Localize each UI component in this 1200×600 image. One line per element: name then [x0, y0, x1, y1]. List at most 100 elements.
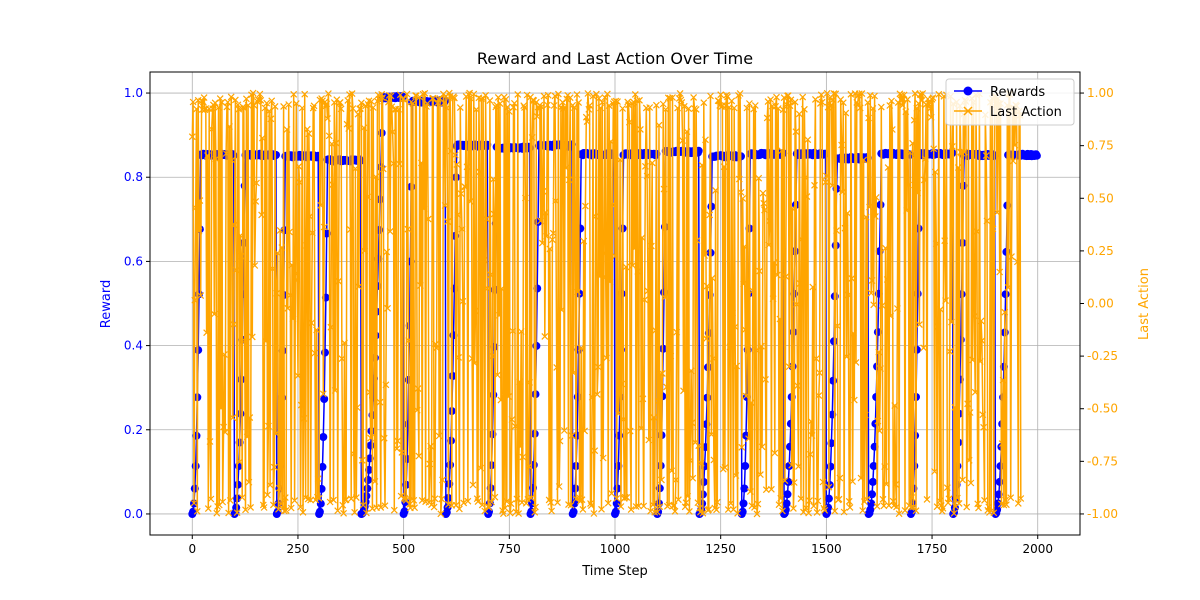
last-action-point — [301, 90, 309, 98]
last-action-point — [746, 488, 754, 496]
last-action-point — [942, 297, 950, 305]
last-action-point — [354, 110, 362, 118]
last-action-point — [241, 337, 249, 345]
last-action-point — [236, 458, 244, 466]
last-action-point — [362, 509, 370, 517]
legend-rewards-marker — [963, 86, 973, 96]
last-action-point — [329, 181, 337, 189]
last-action-point — [554, 90, 562, 98]
last-action-point — [751, 102, 759, 109]
last-action-point — [899, 101, 906, 109]
last-action-point — [645, 436, 653, 444]
last-action-point — [345, 125, 353, 132]
last-action-point — [904, 181, 912, 189]
last-action-point — [647, 242, 655, 250]
last-action-point — [485, 504, 493, 512]
last-action-point — [415, 452, 423, 460]
last-action-point — [370, 286, 378, 293]
last-action-point — [641, 296, 649, 304]
last-action-point — [357, 105, 364, 112]
last-action-point — [411, 504, 419, 512]
last-action-point — [730, 104, 738, 112]
last-action-point — [950, 509, 958, 517]
last-action-point — [270, 463, 278, 471]
rewards-point — [782, 499, 791, 508]
last-action-point — [552, 197, 560, 205]
last-action-point — [220, 351, 228, 358]
last-action-point — [594, 363, 602, 371]
last-action-point — [850, 396, 858, 404]
last-action-point — [609, 201, 616, 209]
rewards-point — [318, 462, 327, 471]
last-action-point — [191, 296, 199, 304]
last-action-point — [525, 462, 533, 470]
last-action-point — [742, 392, 750, 400]
last-action-point — [694, 499, 702, 507]
legend-action-label: Last Action — [990, 105, 1062, 120]
last-action-point — [842, 109, 850, 117]
last-action-point — [464, 497, 472, 505]
left-y-tick-label: 1.0 — [124, 86, 143, 100]
last-action-point — [571, 204, 579, 212]
last-action-point — [286, 228, 293, 236]
last-action-point — [591, 447, 599, 455]
last-action-point — [1004, 283, 1012, 291]
last-action-point — [516, 442, 524, 450]
last-action-point — [474, 498, 482, 506]
last-action-point — [603, 354, 610, 362]
last-action-point — [494, 371, 501, 379]
rewards-point — [699, 478, 708, 486]
last-action-point — [873, 502, 881, 510]
last-action-point — [930, 145, 938, 153]
x-tick-label: 0 — [188, 542, 196, 556]
rewards-point — [570, 499, 579, 508]
last-action-point — [782, 273, 790, 281]
last-action-point — [786, 102, 794, 110]
last-action-point — [242, 95, 250, 103]
last-action-point — [263, 99, 271, 107]
last-action-point — [926, 104, 934, 112]
last-action-point — [441, 202, 449, 209]
last-action-point — [579, 505, 587, 513]
last-action-point — [935, 90, 943, 98]
last-action-point — [780, 94, 788, 102]
last-action-point — [1001, 308, 1009, 316]
last-action-point — [269, 265, 277, 273]
last-action-point — [703, 282, 711, 290]
last-action-point — [599, 454, 607, 462]
last-action-point — [756, 267, 764, 275]
x-tick-label: 250 — [287, 542, 310, 556]
last-action-point — [673, 328, 681, 336]
last-action-point — [745, 100, 753, 107]
last-action-point — [979, 411, 987, 419]
last-action-point — [342, 496, 350, 504]
last-action-point — [953, 494, 961, 502]
last-action-point — [390, 506, 398, 514]
last-action-point — [877, 103, 885, 111]
last-action-point — [363, 193, 371, 201]
last-action-point — [385, 91, 393, 99]
last-action-point — [795, 462, 802, 470]
last-action-point — [989, 225, 997, 233]
last-action-point — [813, 508, 821, 516]
last-action-point — [210, 310, 218, 318]
right-y-tick-label: -1.00 — [1087, 507, 1118, 521]
x-tick-label: 1250 — [705, 542, 736, 556]
last-action-point — [293, 276, 301, 284]
last-action-point — [219, 498, 227, 506]
last-action-point — [539, 187, 547, 195]
last-action-point — [235, 105, 243, 113]
last-action-point — [549, 229, 557, 237]
last-action-point — [735, 175, 743, 183]
last-action-point — [655, 121, 663, 129]
last-action-point — [659, 100, 667, 108]
last-action-point — [679, 137, 687, 145]
last-action-point — [266, 481, 274, 489]
last-action-point — [498, 285, 506, 293]
last-action-point — [832, 90, 840, 98]
last-action-point — [982, 152, 990, 160]
last-action-point — [384, 304, 392, 312]
last-action-point — [389, 128, 397, 136]
rewards-point — [272, 151, 280, 159]
last-action-point — [260, 504, 268, 511]
